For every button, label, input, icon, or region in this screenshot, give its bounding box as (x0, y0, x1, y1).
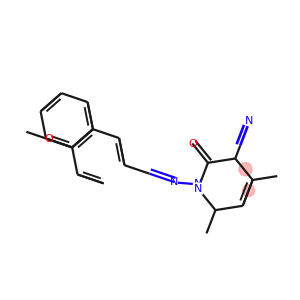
Text: N: N (194, 179, 202, 189)
Circle shape (239, 163, 252, 176)
Text: O: O (188, 139, 197, 148)
Text: N: N (170, 177, 178, 187)
Text: N: N (245, 116, 254, 126)
Text: N: N (194, 184, 202, 194)
Text: O: O (44, 134, 53, 144)
Circle shape (243, 184, 254, 196)
